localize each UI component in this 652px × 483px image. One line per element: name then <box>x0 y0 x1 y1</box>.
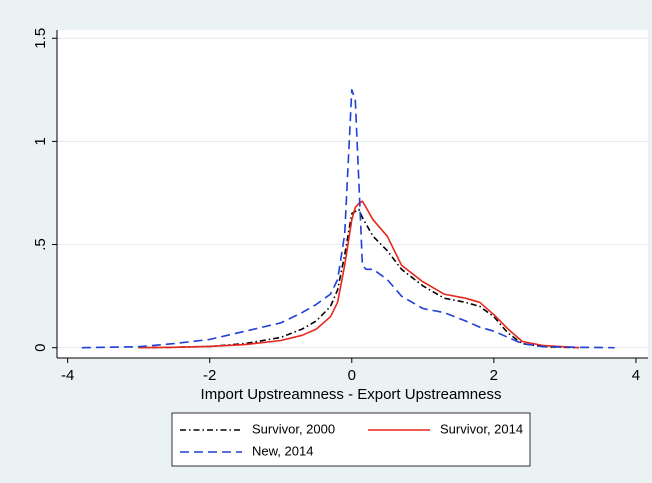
legend-label: New, 2014 <box>252 443 313 458</box>
series-line <box>81 89 615 349</box>
y-tick-label: 1 <box>32 137 49 145</box>
series-line <box>138 200 580 349</box>
x-tick-label: 0 <box>348 367 356 384</box>
x-tick-label: -4 <box>61 367 74 384</box>
x-tick-label: 2 <box>490 367 498 384</box>
series-line <box>138 208 580 349</box>
y-tick-label: 1.5 <box>32 28 49 49</box>
y-tick-label: .5 <box>32 238 49 251</box>
plot-area <box>57 30 648 358</box>
x-tick-label: -2 <box>203 367 216 384</box>
legend-label: Survivor, 2000 <box>252 421 335 436</box>
y-tick-label: 0 <box>32 344 49 352</box>
x-axis-title: Import Upstreamness - Export Upstreamnes… <box>201 386 502 403</box>
legend-label: Survivor, 2014 <box>440 421 523 436</box>
x-tick-label: 4 <box>632 367 640 384</box>
legend-box <box>171 412 531 467</box>
